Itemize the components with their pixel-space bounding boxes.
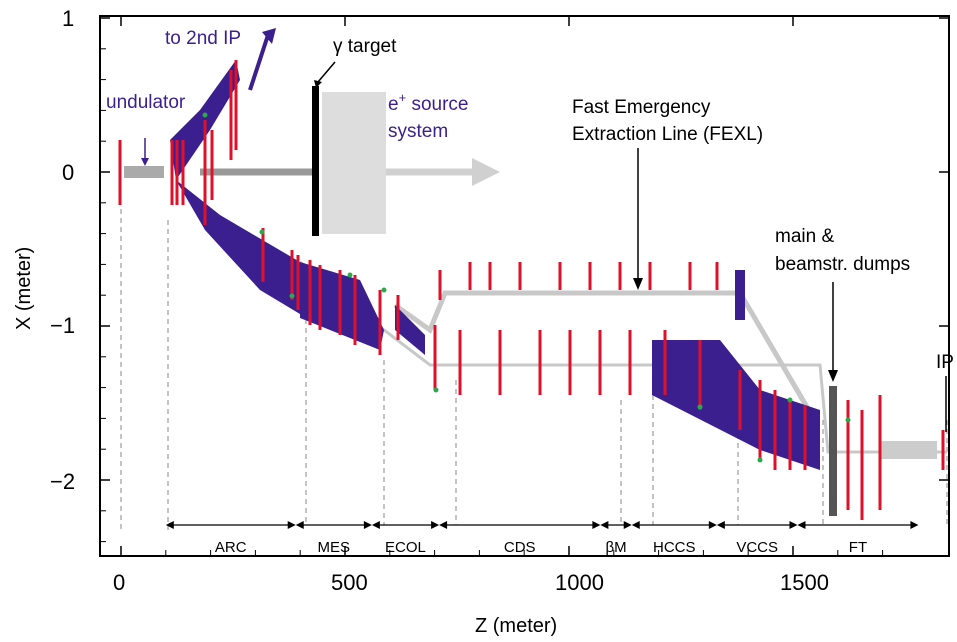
- y-axis-label: X (meter): [13, 247, 35, 330]
- x-axis-label: Z (meter): [475, 615, 557, 637]
- quadrupole-marker: [202, 112, 208, 118]
- e-source-system-label: system: [388, 121, 448, 142]
- fexl-label-line2: Extraction Line (FEXL): [572, 124, 763, 145]
- quadrupole-marker: [787, 397, 793, 403]
- section-arrowhead-right: [287, 521, 296, 529]
- arc-lower-band: [176, 180, 310, 320]
- section-label-0: ARC: [215, 539, 247, 556]
- section-arrowhead-left: [797, 521, 806, 529]
- quadrupole-marker: [381, 287, 387, 293]
- ip-label: IP: [936, 352, 954, 373]
- section-arrows: ARC MES ECOL CDS βM HCCS VCCS FT: [165, 521, 919, 556]
- beamlines: [124, 86, 947, 516]
- gamma-target-pointer-head: [314, 80, 322, 88]
- magnets: [118, 28, 947, 520]
- fexl-drop: [738, 291, 810, 412]
- section-arrowhead-right: [363, 521, 372, 529]
- to-2nd-ip-arrow-shaft: [248, 34, 270, 91]
- x-tick-500: 500: [331, 570, 368, 595]
- section-arrowhead-left: [631, 521, 640, 529]
- quadrupole-marker: [845, 417, 851, 423]
- gamma-target-bar: [312, 86, 319, 236]
- section-arrowhead-right: [592, 521, 601, 529]
- fexl-purple-band: [735, 270, 745, 320]
- quadrupole-marker: [259, 229, 265, 235]
- section-label-7: FT: [849, 539, 867, 556]
- quadrupole-marker: [347, 272, 353, 278]
- y-tick-1: 1: [62, 6, 74, 31]
- y-tick-neg2: −2: [50, 469, 75, 494]
- dumps-label-line2: beamstr. dumps: [775, 254, 910, 275]
- section-dashed-lines: [120, 200, 948, 530]
- to-2nd-ip-arrowhead: [262, 28, 276, 44]
- undulator-pointer-head: [141, 158, 149, 166]
- section-arrowhead-left: [439, 521, 448, 529]
- x-tick-0: 0: [113, 570, 125, 595]
- section-arrowhead-left: [371, 521, 380, 529]
- section-label-2: ECOL: [385, 539, 426, 556]
- section-label-1: MES: [318, 539, 351, 556]
- e-source-label: e+ source: [388, 90, 468, 115]
- undulator-label: undulator: [106, 92, 186, 113]
- section-arrowhead-left: [716, 521, 725, 529]
- gamma-target-label: γ target: [333, 36, 397, 57]
- undulator-block: [124, 166, 164, 178]
- x-tick-1000: 1000: [555, 570, 604, 595]
- dump-pointer-head: [828, 370, 838, 382]
- e-source-arrowhead: [472, 158, 500, 186]
- section-label-6: VCCS: [736, 539, 778, 556]
- section-arrowhead-left: [295, 521, 304, 529]
- mes-band: [300, 262, 384, 350]
- fexl-label-line1: Fast Emergency: [572, 97, 711, 118]
- section-label-3: CDS: [504, 539, 536, 556]
- to-2nd-ip-label: to 2nd IP: [165, 28, 241, 49]
- dump-bar: [829, 386, 837, 516]
- ecol-band: [395, 305, 425, 355]
- dumps-label-line1: main &: [775, 226, 834, 247]
- quadrupole-marker: [289, 293, 295, 299]
- section-arrowhead-right: [623, 521, 632, 529]
- hccs-vccs-band: [652, 340, 820, 470]
- section-label-5: HCCS: [653, 539, 696, 556]
- quadrupole-marker: [757, 457, 763, 463]
- x-tick-1500: 1500: [780, 570, 829, 595]
- y-tick-neg1: −1: [50, 313, 75, 338]
- y-tick-0: 0: [62, 160, 74, 185]
- section-arrowhead-right: [708, 521, 717, 529]
- section-arrowhead-right: [789, 521, 798, 529]
- section-arrowhead-right: [431, 521, 440, 529]
- section-label-4: βM: [605, 539, 626, 556]
- section-arrowhead-left: [165, 521, 174, 529]
- fexl-pointer-head: [633, 278, 643, 290]
- axis-ticks: [100, 16, 949, 556]
- quadrupole-marker: [697, 404, 703, 410]
- ft-block: [881, 441, 937, 459]
- section-arrowhead-right: [910, 521, 919, 529]
- quadrupole-marker: [433, 387, 439, 393]
- gamma-target-pointer: [317, 61, 336, 83]
- section-arrowhead-left: [600, 521, 609, 529]
- e-source-system-block: [322, 92, 386, 234]
